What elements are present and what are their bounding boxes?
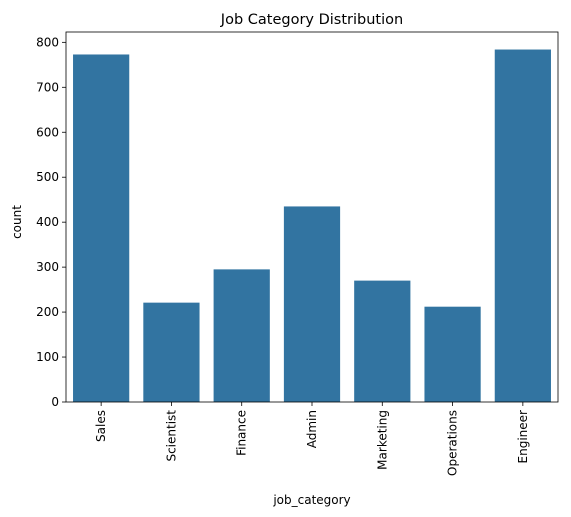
x-tick-label: Sales [94,410,108,442]
bar-engineer [494,49,551,402]
x-tick-label: Engineer [516,410,530,464]
bar-admin [283,206,341,402]
x-tick-label: Admin [305,410,319,448]
y-tick-label: 600 [36,125,59,139]
y-axis-label: count [10,205,24,239]
x-axis: Sales Scientist Finance Admin Marketing Opera… [94,402,530,476]
bar-scientist [143,302,200,402]
chart-title: Job Category Distribution [220,12,403,28]
y-tick-label: 200 [36,305,59,319]
y-tick-label: 400 [36,215,59,229]
y-tick-label: 300 [36,260,59,274]
axes-spines [65,31,559,403]
bar-marketing [354,280,411,402]
y-tick-label: 800 [36,35,59,49]
bar-sales [73,54,130,403]
x-tick-label: Finance [235,410,249,456]
x-tick-label: Marketing [375,410,389,470]
y-tick-label: 500 [36,170,59,184]
x-axis-label: job_category [272,493,350,507]
x-tick-label: Operations [446,410,460,476]
bars-group [73,49,551,403]
bar-operations [424,306,481,402]
y-tick-label: 0 [51,395,59,409]
plot-frame [65,31,559,403]
y-tick-label: 700 [36,80,59,94]
y-axis: 0 100 200 300 400 500 600 700 800 [36,35,66,409]
x-tick-label: Scientist [164,410,178,462]
y-tick-label: 100 [36,350,59,364]
bar-finance [213,269,270,402]
